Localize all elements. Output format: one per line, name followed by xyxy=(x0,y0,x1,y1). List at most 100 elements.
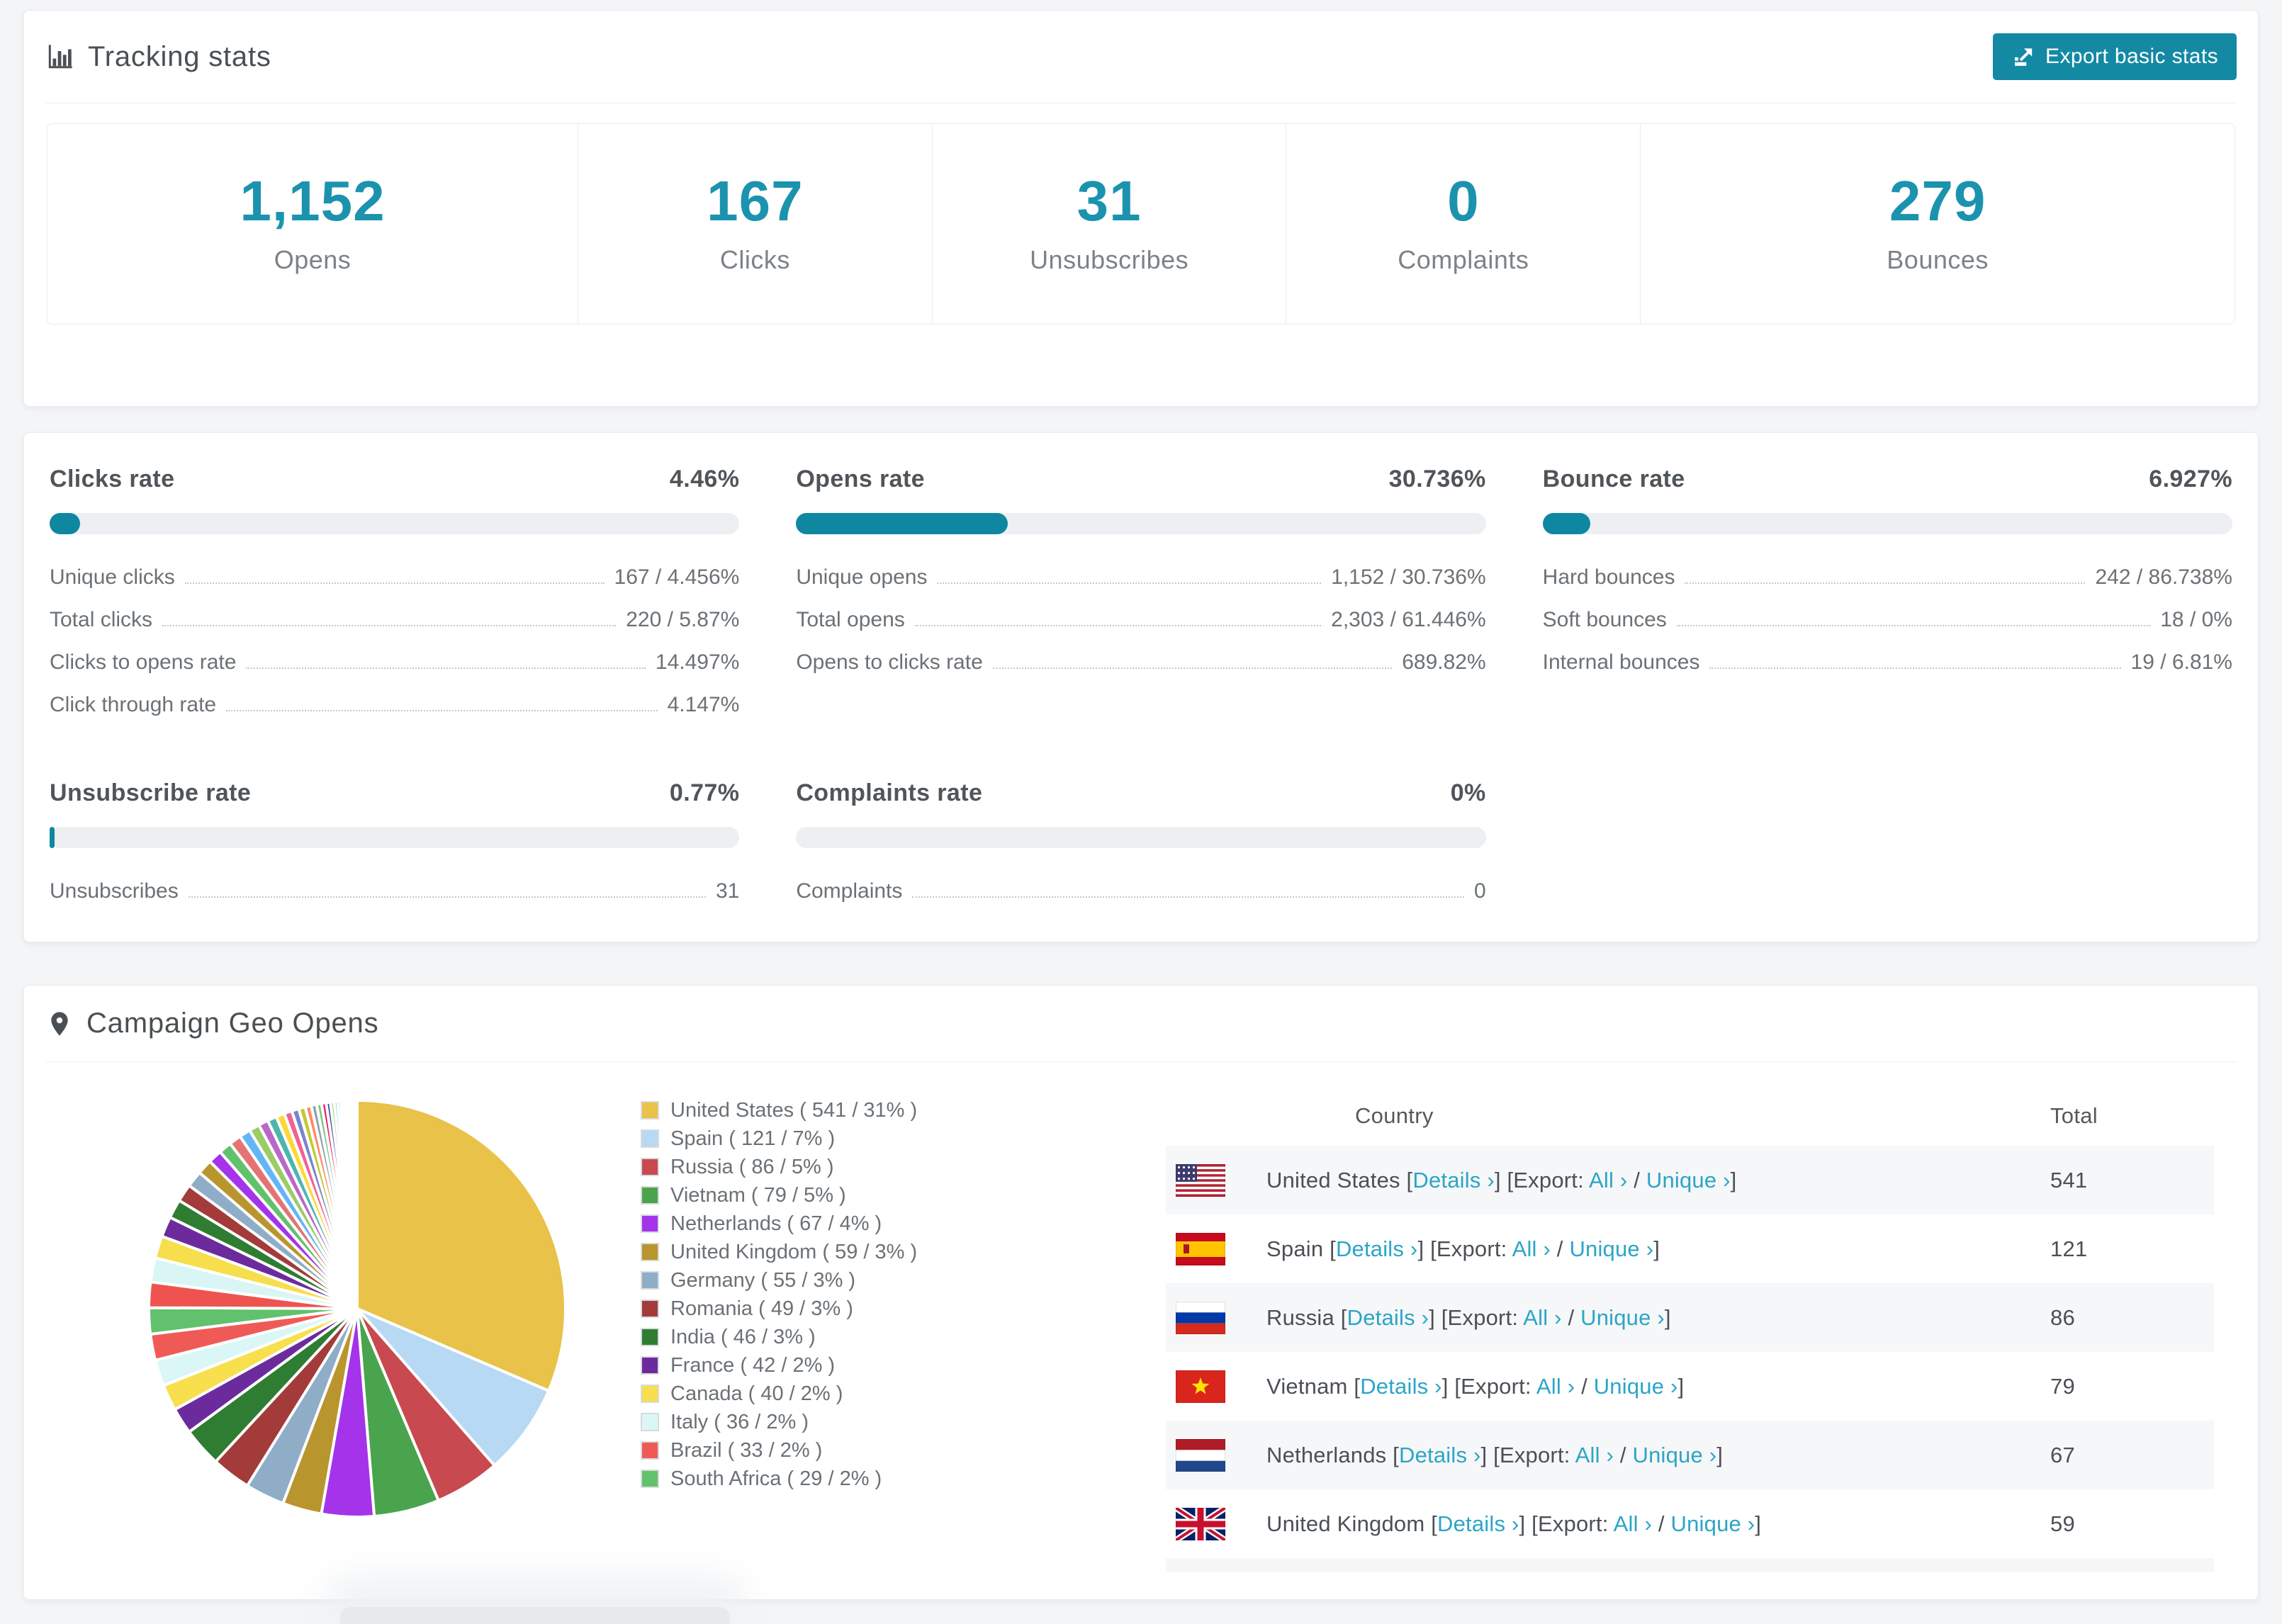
export-unique-link-russia[interactable]: Unique › xyxy=(1580,1304,1665,1330)
rate-title: Complaints rate xyxy=(796,779,983,806)
rate-value: 0% xyxy=(1450,779,1486,806)
export-unique-link-vietnam[interactable]: Unique › xyxy=(1593,1373,1678,1399)
rate-row-value: 167 / 4.456% xyxy=(614,565,740,589)
legend-item-brazil: Brazil ( 33 / 2% ) xyxy=(641,1436,1162,1465)
country-cell: Spain [Details ›] [Export: All › / Uniqu… xyxy=(1266,1236,1660,1261)
legend-item-romania: Romania ( 49 / 3% ) xyxy=(641,1295,1162,1323)
export-all-link-vietnam[interactable]: All › xyxy=(1536,1373,1575,1399)
country-name: Netherlands xyxy=(1266,1442,1393,1467)
stat-box-bounces: 279 Bounces xyxy=(1640,124,2235,324)
country-cell: United Kingdom [Details ›] [Export: All … xyxy=(1266,1511,1762,1536)
export-all-link-united-states[interactable]: All › xyxy=(1589,1167,1628,1192)
rate-row-label: Unique clicks xyxy=(50,565,175,589)
geo-pie-wrap: United StatesSpainRussiaVietnamNetherlan… xyxy=(24,1062,641,1572)
export-button-label: Export basic stats xyxy=(2045,45,2218,68)
details-link-netherlands[interactable]: Details › xyxy=(1399,1442,1481,1467)
details-link-russia[interactable]: Details › xyxy=(1347,1304,1429,1330)
stat-value: 0 xyxy=(1447,169,1480,232)
country-cell: Russia [Details ›] [Export: All › / Uniq… xyxy=(1266,1304,1671,1330)
country-row-vietnam: Vietnam [Details ›] [Export: All › / Uni… xyxy=(1166,1352,2214,1421)
legend-swatch xyxy=(641,1214,659,1233)
legend-label: Brazil ( 33 / 2% ) xyxy=(670,1438,823,1462)
country-total: 55 xyxy=(2050,1558,2214,1572)
country-name: Russia xyxy=(1266,1304,1341,1330)
rate-row-unique-clicks: Unique clicks 167 / 4.456% xyxy=(50,565,739,608)
progress-bar-fill xyxy=(796,513,1008,534)
country-cell: United States [Details ›] [Export: All ›… xyxy=(1266,1167,1737,1192)
dotted-leader xyxy=(226,710,658,711)
rate-row-value: 220 / 5.87% xyxy=(626,608,740,631)
details-link-vietnam[interactable]: Details › xyxy=(1360,1373,1442,1399)
flag-cell xyxy=(1166,1283,1266,1352)
export-all-link-united-kingdom[interactable]: All › xyxy=(1613,1511,1653,1536)
export-basic-stats-button[interactable]: Export basic stats xyxy=(1993,33,2237,80)
stat-value: 279 xyxy=(1889,169,1986,232)
progress-bar-track xyxy=(50,513,740,534)
flag-cell xyxy=(1166,1558,1266,1572)
flag-cell xyxy=(1166,1489,1266,1558)
rate-head: Clicks rate 4.46% xyxy=(50,466,739,493)
rate-row-total-opens: Total opens 2,303 / 61.446% xyxy=(796,608,1485,650)
details-link-united-states[interactable]: Details › xyxy=(1412,1167,1495,1192)
legend-item-spain: Spain ( 121 / 7% ) xyxy=(641,1124,1162,1153)
country-row-russia: Russia [Details ›] [Export: All › / Uniq… xyxy=(1166,1283,2214,1352)
flag-column-header xyxy=(1166,1086,1266,1146)
rate-head: Unsubscribe rate 0.77% xyxy=(50,779,739,807)
dotted-leader xyxy=(914,625,1322,626)
country-row-germany: Germany [Details ›] [Export: All › / Uni… xyxy=(1166,1558,2214,1572)
geo-countries-table: Country Total United States [Details ›] … xyxy=(1166,1086,2214,1572)
export-unique-link-united-kingdom[interactable]: Unique › xyxy=(1670,1511,1755,1536)
rate-row-value: 19 / 6.81% xyxy=(2130,650,2232,674)
rate-row-value: 4.147% xyxy=(667,693,740,716)
legend-swatch xyxy=(641,1356,659,1375)
total-column-header: Total xyxy=(2050,1103,2098,1128)
dotted-leader xyxy=(188,896,706,898)
export-all-link-russia[interactable]: All › xyxy=(1523,1304,1562,1330)
legend-swatch xyxy=(641,1271,659,1290)
dotted-leader xyxy=(1676,625,2151,626)
nl-flag-icon xyxy=(1176,1438,1225,1472)
rate-row-opens-to-clicks-rate: Opens to clicks rate 689.82% xyxy=(796,650,1485,693)
legend-label: United States ( 541 / 31% ) xyxy=(670,1098,918,1122)
bottom-scroll-pill[interactable] xyxy=(340,1607,730,1624)
geo-opens-title-group: Campaign Geo Opens xyxy=(45,1008,378,1039)
export-all-link-netherlands[interactable]: All › xyxy=(1575,1442,1614,1467)
rate-title: Unsubscribe rate xyxy=(50,779,252,806)
rate-value: 6.927% xyxy=(2149,466,2232,492)
rate-row-total-clicks: Total clicks 220 / 5.87% xyxy=(50,608,739,650)
geo-pie-legend: United States ( 541 / 31% ) Spain ( 121 /… xyxy=(641,1062,1162,1572)
dotted-leader xyxy=(1709,667,2121,669)
rate-row-value: 689.82% xyxy=(1402,650,1486,674)
country-row-netherlands: Netherlands [Details ›] [Export: All › /… xyxy=(1166,1421,2214,1489)
rate-row-value: 0 xyxy=(1473,879,1486,903)
export-unique-link-united-states[interactable]: Unique › xyxy=(1646,1167,1731,1192)
export-unique-link-netherlands[interactable]: Unique › xyxy=(1632,1442,1717,1467)
details-link-united-kingdom[interactable]: Details › xyxy=(1437,1511,1519,1536)
rate-row-soft-bounces: Soft bounces 18 / 0% xyxy=(1543,608,2232,650)
details-link-spain[interactable]: Details › xyxy=(1335,1236,1418,1261)
rate-row-value: 18 / 0% xyxy=(2160,608,2232,631)
stat-label: Unsubscribes xyxy=(1030,245,1189,274)
export-unique-link-spain[interactable]: Unique › xyxy=(1569,1236,1654,1261)
flag-cell xyxy=(1166,1146,1266,1214)
vn-flag-icon xyxy=(1176,1370,1225,1403)
es-flag-icon xyxy=(1176,1232,1225,1265)
rate-row-unique-opens: Unique opens 1,152 / 30.736% xyxy=(796,565,1485,608)
country-row-united-states: United States [Details ›] [Export: All ›… xyxy=(1166,1146,2214,1214)
rate-head: Bounce rate 6.927% xyxy=(1543,466,2232,493)
geo-opens-content: United States Spain Russia Vietnam Netherlan… xyxy=(24,1062,2258,1572)
country-row-spain: Spain [Details ›] [Export: All › / Uniqu… xyxy=(1166,1214,2214,1283)
legend-label: Vietnam ( 79 / 5% ) xyxy=(670,1183,846,1207)
legend-label: Italy ( 36 / 2% ) xyxy=(670,1410,809,1433)
legend-item-canada: Canada ( 40 / 2% ) xyxy=(641,1380,1162,1408)
stat-box-unsubscribes: 31 Unsubscribes xyxy=(931,124,1286,324)
legend-label: Russia ( 86 / 5% ) xyxy=(670,1155,834,1178)
export-all-link-spain[interactable]: All › xyxy=(1512,1236,1551,1261)
page-title: Tracking stats xyxy=(88,40,271,72)
stat-label: Bounces xyxy=(1887,245,1989,274)
rate-row-value: 2,303 / 61.446% xyxy=(1331,608,1486,631)
legend-label: South Africa ( 29 / 2% ) xyxy=(670,1467,882,1490)
rate-value: 30.736% xyxy=(1388,466,1486,492)
legend-swatch xyxy=(641,1385,659,1403)
legend-item-germany: Germany ( 55 / 3% ) xyxy=(641,1266,1162,1295)
